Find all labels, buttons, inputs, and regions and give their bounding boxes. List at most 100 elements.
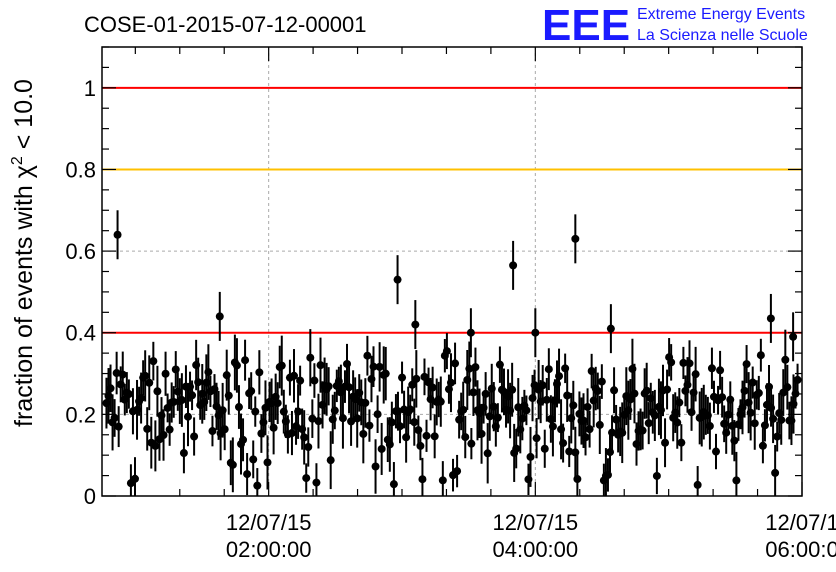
data-point: [204, 368, 213, 377]
x-tick-date: 12/07/15: [493, 510, 579, 535]
data-point: [153, 387, 162, 396]
data-point: [540, 444, 549, 453]
eee-logo: EEE Extreme Energy Events La Scienza nel…: [542, 1, 808, 50]
data-point: [606, 324, 615, 333]
plot-frame: [101, 46, 803, 497]
data-point: [467, 439, 476, 448]
y-axis-title-tail: < 10.0: [10, 79, 38, 156]
data-point: [593, 386, 602, 395]
data-point: [526, 452, 535, 461]
data-point: [408, 380, 417, 389]
data-point: [542, 395, 551, 404]
data-point: [177, 396, 186, 405]
data-point: [296, 376, 305, 385]
y-tick-label: 1: [84, 76, 96, 101]
data-point: [255, 368, 264, 377]
data-point: [705, 422, 714, 431]
data-point: [495, 360, 504, 369]
plot-border: [101, 46, 803, 497]
data-point: [194, 378, 203, 387]
data-point: [118, 370, 127, 379]
data-point: [595, 420, 604, 429]
data-point: [188, 391, 197, 400]
data-point: [179, 449, 188, 458]
data-point: [208, 427, 217, 436]
data-point: [583, 402, 592, 411]
data-point: [522, 406, 531, 415]
data-point: [677, 438, 686, 447]
data-point: [224, 391, 233, 400]
data-point: [746, 408, 755, 417]
y-tick-labels: 0 0.2 0.4 0.6 0.8 1: [65, 76, 96, 509]
data-point: [345, 383, 354, 392]
data-point: [243, 470, 252, 479]
data-point: [159, 431, 168, 440]
data-point: [565, 447, 574, 456]
data-point: [469, 388, 478, 397]
data-point: [273, 399, 282, 408]
data-point: [531, 328, 540, 337]
data-point: [538, 381, 547, 390]
data-point: [608, 428, 617, 437]
data-point: [793, 375, 802, 384]
data-point: [758, 441, 767, 450]
data-point: [597, 377, 606, 386]
x-tick-labels: 12/07/1502:00:0012/07/1504:00:0012/07/10…: [226, 510, 836, 562]
data-point: [410, 418, 419, 427]
data-point: [585, 425, 594, 434]
data-point: [261, 403, 270, 412]
data-point: [141, 371, 150, 380]
data-point: [571, 448, 580, 457]
y-axis-title-main: fraction of events with χ: [10, 165, 38, 427]
data-point: [685, 359, 694, 368]
logo-line-2: La Scienza nelle Scuole: [637, 27, 808, 44]
data-point: [783, 383, 792, 392]
data-point: [361, 398, 370, 407]
data-point: [365, 421, 374, 430]
data-point: [630, 389, 639, 398]
data-point: [573, 475, 582, 484]
data-point: [603, 470, 612, 479]
data-point: [113, 230, 122, 239]
data-point: [428, 383, 437, 392]
data-point: [789, 332, 798, 341]
data-point: [234, 403, 243, 412]
y-tick-label: 0.2: [65, 402, 96, 427]
data-point: [247, 387, 256, 396]
data-point: [563, 391, 572, 400]
y-axis-title: fraction of events with χ2 < 10.0: [9, 79, 38, 427]
data-point: [465, 364, 474, 373]
y-tick-label: 0.6: [65, 239, 96, 264]
data-point: [151, 441, 160, 450]
data-point: [483, 449, 492, 458]
data-point: [137, 394, 146, 403]
data-point: [642, 386, 651, 395]
logo-line-1: Extreme Energy Events: [637, 6, 805, 23]
data-point: [742, 360, 751, 369]
data-point: [438, 476, 447, 485]
data-point: [190, 432, 199, 441]
x-tick-time: 02:00:00: [226, 537, 312, 562]
data-point: [183, 412, 192, 421]
data-point: [481, 389, 490, 398]
data-point: [548, 422, 557, 431]
data-point: [412, 374, 421, 383]
data-point: [559, 439, 568, 448]
data-point: [389, 480, 398, 489]
data-point: [707, 364, 716, 373]
data-point: [149, 357, 158, 366]
data-point: [777, 415, 786, 424]
data-point: [512, 444, 521, 453]
data-point: [411, 320, 420, 329]
data-point: [312, 478, 321, 487]
data-point: [471, 363, 480, 372]
data-point: [124, 390, 133, 399]
data-point: [308, 414, 317, 423]
data-point: [249, 455, 258, 464]
data-point: [446, 378, 455, 387]
data-point: [306, 353, 315, 362]
data-point: [712, 447, 721, 456]
data-point: [239, 435, 248, 444]
data-point: [171, 365, 180, 374]
data-point: [667, 358, 676, 367]
